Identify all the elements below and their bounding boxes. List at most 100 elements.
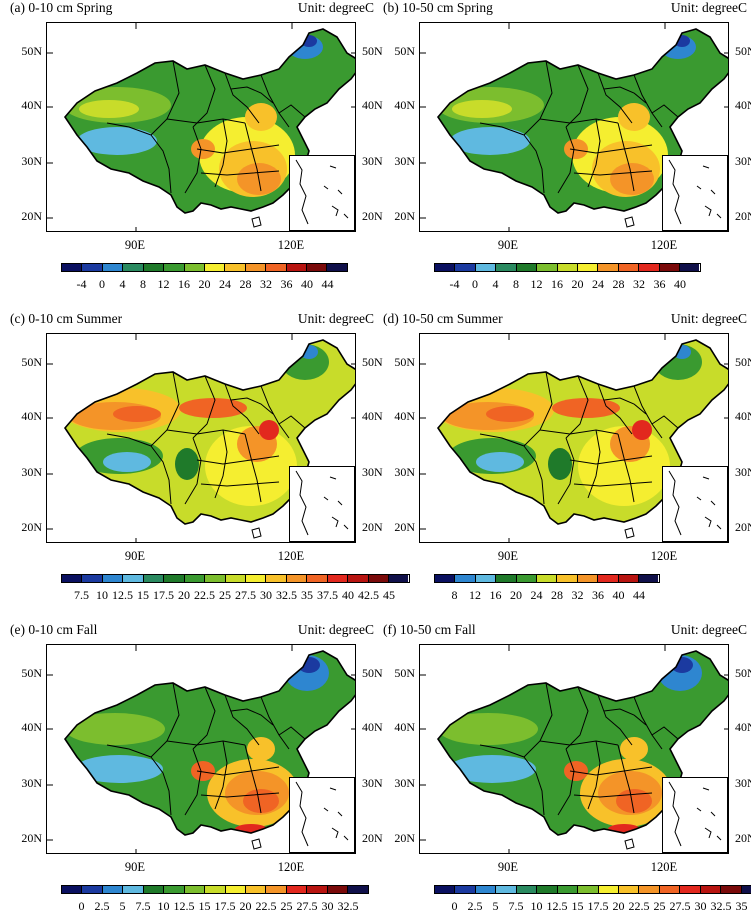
colorbar-segment [516,575,538,582]
lat-label-left: 30N [21,776,42,790]
lon-label: 120E [650,549,678,563]
temperature-zone [179,398,247,418]
colorbar-segment [496,264,517,271]
country-boundary [63,339,355,525]
colorbar-tick-label: 27.5 [669,899,691,913]
colorbar-tick-label: 20 [571,277,584,291]
colorbar-segment [143,575,165,582]
lat-label-right: 40N [735,720,751,734]
lat-label-right: 20N [362,831,383,845]
colorbar-segment [286,886,308,893]
colorbar-segment [639,575,659,582]
lon-label: 120E [277,860,305,874]
colorbar-segment [327,264,347,271]
province-boundary [565,64,589,128]
colorbar-tick-label: 28 [239,277,252,291]
temperature-zone [113,406,161,422]
colorbar-tick-label: 7.5 [508,899,524,913]
colorbar-tick-label: 32.5 [710,899,732,913]
province-boundary [150,682,180,758]
lat-label-left: 20N [394,831,415,845]
lat-label-right: 30N [735,154,751,168]
temperature-zone [618,103,650,131]
province-boundary [597,694,633,746]
lon-label: 90E [497,860,519,874]
province-boundary [106,433,152,447]
colorbar-segment [475,264,497,271]
province-boundary [597,72,633,124]
colorbar-segment [598,886,619,893]
colorbar-labels: 0 2.5 5 7.5 10 12.5 15 17.5 20 22.5 25 27.5 30 32.5 [61,899,369,915]
lat-label-left: 30N [21,154,42,168]
temperature-zone [448,755,536,783]
colorbar-tick-label: 12 [469,588,481,602]
province-boundary [230,86,274,104]
temperature-zone [616,789,652,813]
colorbar-labels: -4 0 4 8 12 16 20 24 28 32 36 40 [434,277,701,293]
colorbar-segment [368,575,389,582]
colorbar-segment [639,886,660,893]
colorbar-tick-label: 22.5 [255,899,277,913]
colorbar-segment [102,264,124,271]
island [624,838,635,850]
colorbar-tick-label: 24 [592,277,604,291]
colorbar-segment [639,264,660,271]
lat-label-right: 50N [735,355,751,369]
colorbar-segment [205,886,226,893]
island [624,527,635,539]
country-boundary [436,28,728,214]
colorbar-tick-label: 10 [96,588,108,602]
colorbar-segment [557,886,579,893]
lat-label-left: 30N [394,154,415,168]
panel-title: (b) 10-50 cm Spring [383,0,493,15]
south-china-sea-inset [662,155,728,231]
colorbar-segment [123,575,144,582]
province-boundary [523,445,545,505]
lat-label-left: 30N [394,465,415,479]
province-boundary [106,122,152,136]
colorbar-segment [516,886,538,893]
colorbar-labels: 7.5 10 12.5 15 17.5 20 22.5 25 27.5 30 32.5 35 37.5 4… [61,588,410,604]
island [624,216,635,228]
province-boundary [230,397,274,415]
colorbar-tick-label: 2.5 [94,899,110,913]
temperature-zone [65,713,165,745]
colorbar-segment [537,886,558,893]
panel-title: (f) 10-50 cm Fall [383,622,476,637]
temperature-zone [79,100,139,118]
lon-label: 90E [124,238,146,252]
province-boundary [200,792,280,798]
map-panel-b: (b) 10-50 cm Spring Unit: degreeC 50N 50N 40… [383,0,751,300]
colorbar-tick-label: 32 [633,277,645,291]
colorbar-tick-label: 20 [612,899,625,913]
lat-label-left: 40N [21,98,42,112]
colorbar-segment [496,575,517,582]
lat-label-left: 50N [394,355,415,369]
province-boundary [539,118,619,124]
colorbar-tick-label: 12.5 [173,899,195,913]
colorbar-tick-label: 36 [653,277,666,291]
province-boundary [184,437,202,505]
lat-label-left: 50N [394,666,415,680]
colorbar-tick-label: 17.5 [587,899,609,913]
province-boundary [260,385,290,439]
lat-label-right: 30N [362,776,383,790]
lat-label-left: 50N [21,666,42,680]
colorbar-labels: -4 0 4 8 12 16 20 24 28 32 36 40 44 [61,277,348,293]
lat-label-left: 40N [394,98,415,112]
province-boundary [603,708,647,726]
province-boundary [230,708,274,726]
temperature-zone [191,761,215,781]
colorbar-segment [123,264,144,271]
colorbar-tick-label: 25 [280,899,293,913]
colorbar-segment [82,264,103,271]
china-map [419,644,729,854]
colorbar-segment [62,264,83,271]
colorbar-tick-label: 30 [260,588,272,602]
colorbar [434,263,701,272]
temperature-zone [243,789,279,813]
colorbar-segment [618,886,640,893]
temperature-zone [298,657,320,673]
lat-label-right: 30N [362,465,383,479]
lat-label-left: 40N [21,720,42,734]
